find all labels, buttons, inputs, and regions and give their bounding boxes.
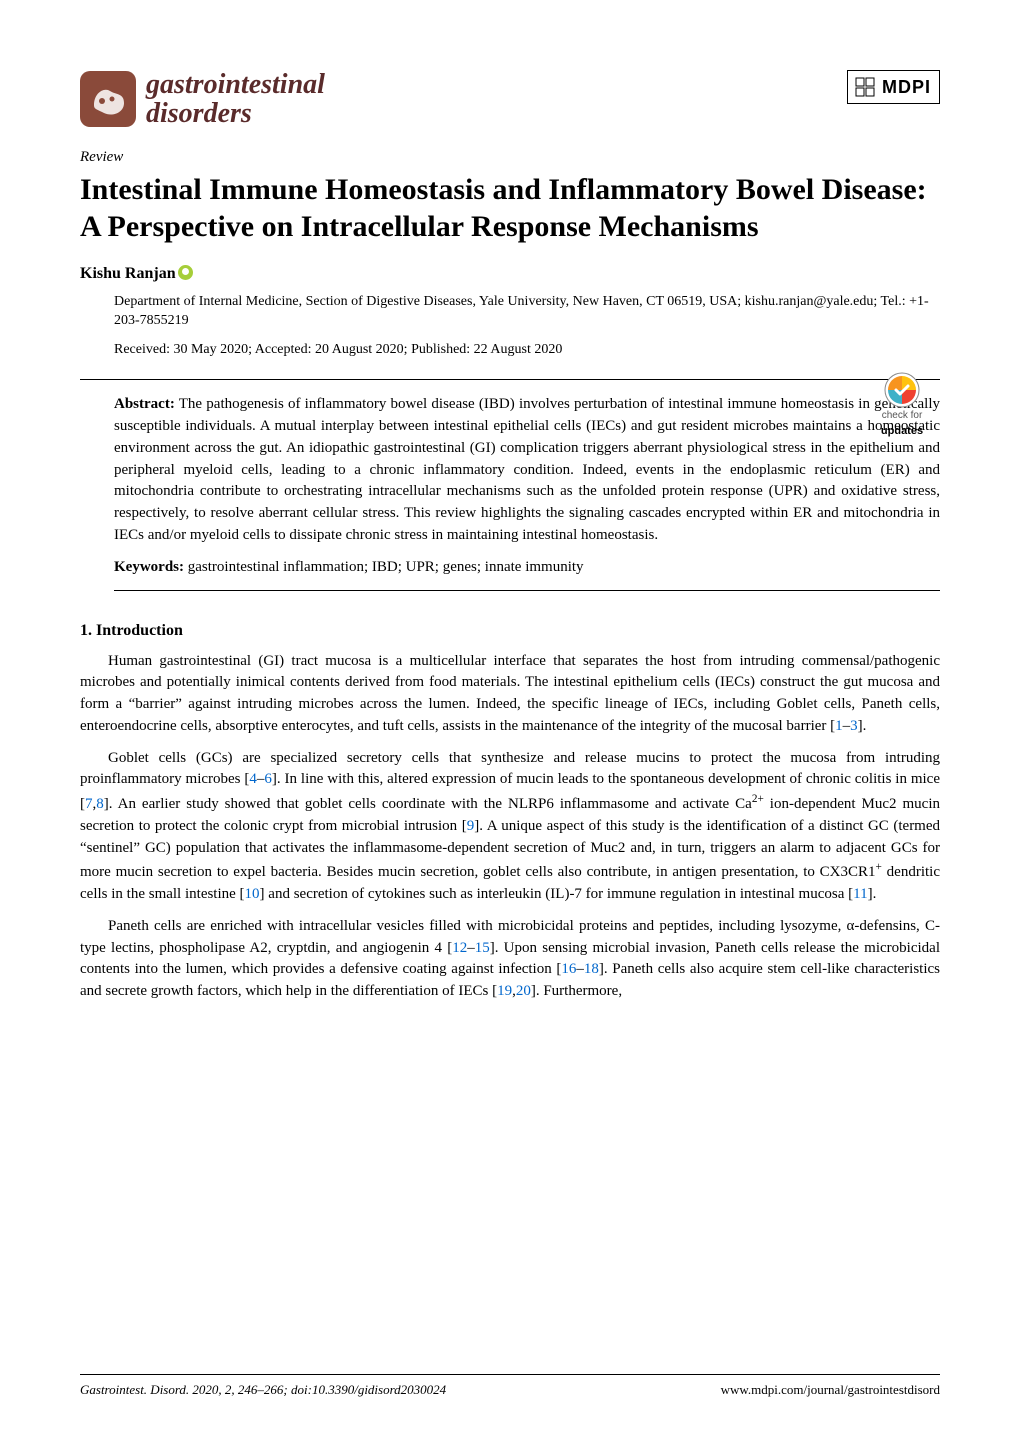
mdpi-icon [854, 76, 876, 98]
article-dates: Received: 30 May 2020; Accepted: 20 Augu… [114, 341, 940, 360]
keywords-text: gastrointestinal inflammation; IBD; UPR;… [188, 559, 584, 575]
author-line: Kishu Ranjan [80, 262, 940, 285]
cite-20[interactable]: 20 [516, 983, 531, 999]
cite-16[interactable]: 16 [561, 961, 576, 977]
cite-15[interactable]: 15 [475, 940, 490, 956]
footer-left: Gastrointest. Disord. 2020, 2, 246–266; … [80, 1381, 446, 1400]
cite-18[interactable]: 18 [584, 961, 599, 977]
affiliation: Department of Internal Medicine, Section… [114, 293, 940, 331]
cite-7[interactable]: 7 [85, 796, 93, 812]
header: gastrointestinal disorders MDPI [80, 70, 940, 129]
cite-6[interactable]: 6 [264, 771, 272, 787]
intro-paragraph-2: Goblet cells (GCs) are specialized secre… [80, 748, 940, 906]
cite-19[interactable]: 19 [497, 983, 512, 999]
abstract-label: Abstract: [114, 396, 175, 412]
page-footer: Gastrointest. Disord. 2020, 2, 246–266; … [80, 1374, 940, 1400]
cite-1[interactable]: 1 [835, 718, 843, 734]
divider-wrap [114, 590, 940, 591]
journal-name: gastrointestinal disorders [146, 70, 325, 129]
cite-12[interactable]: 12 [452, 940, 467, 956]
check-updates-line2: updates [866, 424, 938, 440]
section-1-title: 1. Introduction [80, 619, 940, 642]
article-type: Review [80, 147, 940, 169]
check-for-updates-badge[interactable]: check for updates [866, 372, 938, 439]
affiliation-block: Department of Internal Medicine, Section… [114, 293, 940, 360]
check-updates-line1: check for [866, 409, 938, 424]
publisher-name: MDPI [882, 74, 931, 100]
cite-11[interactable]: 11 [853, 886, 867, 902]
orcid-icon[interactable] [178, 265, 193, 280]
keywords-label: Keywords: [114, 559, 184, 575]
cite-3[interactable]: 3 [850, 718, 858, 734]
keywords-block: Keywords: gastrointestinal inflammation;… [114, 557, 940, 579]
footer-journal-link[interactable]: www.mdpi.com/journal/gastrointestdisord [721, 1382, 940, 1397]
cite-4[interactable]: 4 [249, 771, 257, 787]
article-title: Intestinal Immune Homeostasis and Inflam… [80, 171, 940, 246]
journal-name-line2: disorders [146, 99, 325, 128]
publisher-logo: MDPI [847, 70, 940, 104]
cite-8[interactable]: 8 [96, 796, 104, 812]
abstract-text: The pathogenesis of inflammatory bowel d… [114, 396, 940, 543]
divider [114, 590, 940, 591]
intro-paragraph-3: Paneth cells are enriched with intracell… [80, 916, 940, 1003]
journal-logo: gastrointestinal disorders [80, 70, 325, 129]
author-name: Kishu Ranjan [80, 265, 176, 282]
journal-icon [80, 71, 136, 127]
abstract-block: Abstract: The pathogenesis of inflammato… [114, 394, 940, 546]
journal-name-line1: gastrointestinal [146, 70, 325, 99]
crossref-icon [884, 372, 920, 408]
intro-paragraph-1: Human gastrointestinal (GI) tract mucosa… [80, 651, 940, 738]
cite-10[interactable]: 10 [245, 886, 260, 902]
divider [80, 379, 940, 380]
